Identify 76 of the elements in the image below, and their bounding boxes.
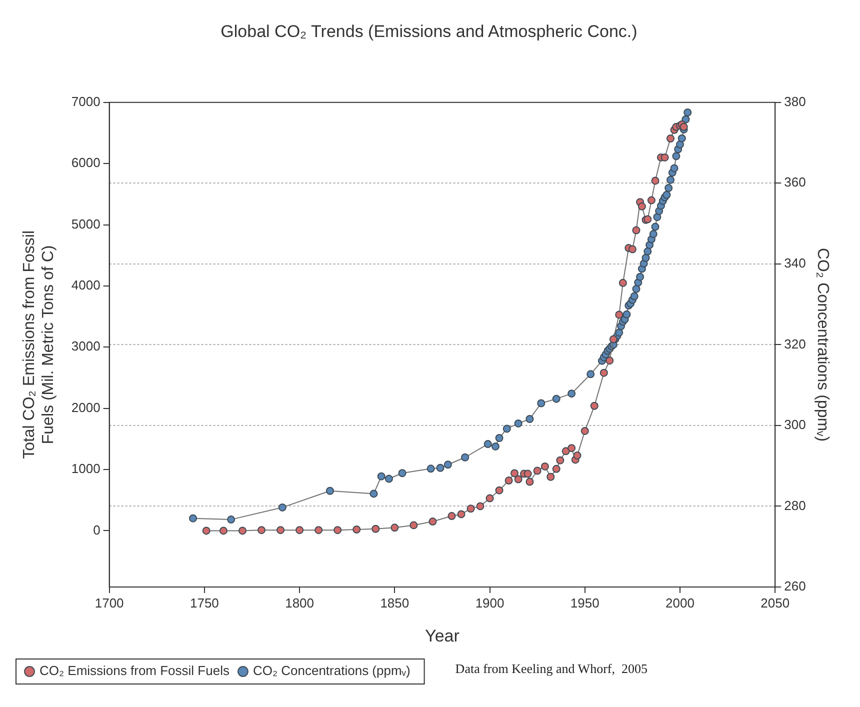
x-tick-label: 1950 [570,595,600,610]
point [448,512,456,520]
point [276,526,285,534]
point [352,525,361,534]
y2-tick-label: 260 [784,578,806,594]
point [486,494,494,502]
point [238,526,246,535]
y2-tick-label: 320 [784,336,806,352]
point [580,426,589,435]
x-tick-label: 1850 [380,595,410,610]
point [510,469,518,478]
point [590,402,598,410]
point [546,472,555,481]
y-tick-label: 4000 [71,278,100,293]
y-tick-label: 2000 [71,400,100,415]
point [600,368,608,377]
point [514,475,522,484]
y2-tick-label: 300 [784,417,806,432]
point [390,524,399,532]
text: Data from Keeling and Whorf, 2005 [455,660,648,676]
point [628,245,636,254]
point [258,526,266,534]
y2-tick-label: 380 [784,94,806,109]
y-tick-label: 5000 [71,216,100,232]
point [202,526,210,535]
point [526,478,534,486]
point [314,526,323,534]
point [573,451,582,460]
y-tick-label: 6000 [71,155,100,170]
y-tick-label: 1000 [71,461,100,476]
x-tick-label: 2000 [666,595,694,610]
y-tick-label: 0 [93,522,100,538]
point [556,456,564,464]
point [680,122,688,131]
point [476,502,484,510]
x-axis-title: Year [425,626,460,646]
point [410,521,418,530]
point [334,526,342,534]
x-tick-label: 2050 [760,595,790,610]
y2-tick-label: 360 [784,174,806,190]
point [606,356,614,365]
point [615,310,624,319]
point [666,134,674,142]
point [372,524,380,533]
point [647,196,656,204]
point [524,470,532,478]
y-tick-label: 7000 [71,94,100,109]
y-tick-label: 3000 [71,338,100,354]
y2-axis-title: CO₂ Concentrations (ppmᵥ) [814,248,831,442]
point [466,504,475,513]
x-tick-label: 1750 [190,595,219,610]
point [540,462,549,470]
point [552,464,560,473]
point [457,510,466,518]
point [219,526,228,535]
legend-label: CO₂ Concentrations (ppmᵥ) [252,663,410,678]
y2-tick-label: 340 [784,256,806,271]
legend-label: CO₂ Emissions from Fossil Fuels [40,663,230,678]
point [638,202,646,210]
point [495,486,504,494]
y2-tick-label: 280 [784,498,806,513]
point [562,447,570,456]
x-tick-label: 1700 [94,595,124,610]
point [296,526,304,534]
point [533,466,542,475]
point [428,518,437,526]
point [660,153,669,162]
point [632,226,640,234]
chart-title: Global CO₂ Trends (Emissions and Atmospheric Conc.) [220,22,638,41]
y-axis-title: Total CO₂ Emissions from Fossil Fuels (Mil. Metric Tons of C) [21,230,58,459]
point [504,476,513,485]
point [568,444,576,452]
point [651,176,660,185]
point [618,278,627,287]
x-tick-label: 1900 [475,595,504,610]
x-tick-label: 1800 [285,595,314,610]
